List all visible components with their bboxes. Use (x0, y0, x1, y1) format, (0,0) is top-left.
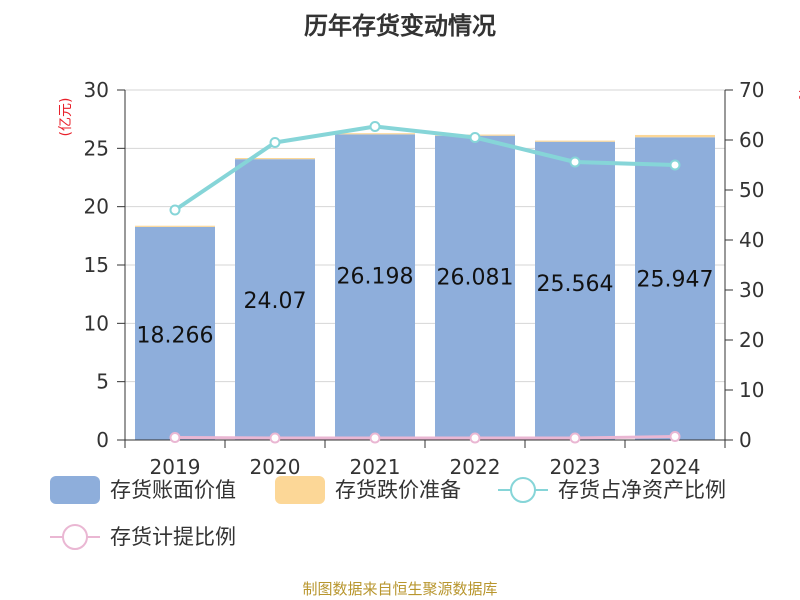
legend-swatch-book-value (50, 476, 100, 504)
bar-provision (235, 158, 315, 160)
left-tick-label: 15 (84, 253, 109, 277)
point-provision-ratio (669, 431, 681, 442)
left-tick-label: 10 (84, 311, 109, 335)
point-provision-ratio (369, 432, 381, 444)
point-net-asset-ratio (269, 137, 281, 148)
legend-label-net-asset-ratio: 存货占净资产比例 (558, 478, 726, 502)
right-tick-label: 50 (739, 178, 764, 202)
point-provision-ratio (569, 432, 581, 444)
bar-value-label: 24.07 (244, 289, 307, 314)
left-tick-label: 5 (96, 370, 109, 394)
bar-value-label: 18.266 (137, 323, 214, 348)
left-tick-label: 0 (96, 428, 109, 452)
bar-provision (135, 225, 215, 227)
right-tick-label: 40 (739, 228, 764, 252)
bar-provision (535, 140, 615, 142)
legend-label-provision: 存货跌价准备 (335, 478, 461, 502)
bar-value-label: 25.564 (537, 272, 614, 297)
chart-title: 历年存货变动情况 (304, 12, 496, 40)
bar-value-label: 26.081 (437, 266, 514, 291)
bar-value-label: 26.198 (337, 264, 414, 289)
point-net-asset-ratio (669, 159, 681, 171)
right-tick-label: 10 (739, 378, 764, 402)
bar-book-value (135, 226, 215, 440)
right-tick-label: 60 (739, 128, 764, 152)
point-net-asset-ratio (369, 121, 381, 132)
legend-marker-provision-ratio (62, 524, 88, 550)
x-tick-label: 2023 (550, 455, 601, 479)
point-net-asset-ratio (169, 204, 181, 216)
left-tick-label: 20 (84, 195, 109, 219)
left-tick-label: 30 (84, 78, 109, 102)
point-provision-ratio (169, 432, 181, 443)
legend-label-book-value: 存货账面价值 (110, 478, 236, 502)
legend-label-provision-ratio: 存货计提比例 (110, 525, 236, 549)
bar-book-value (535, 141, 615, 440)
right-tick-label: 70 (739, 78, 764, 102)
left-axis-unit: (亿元) (58, 98, 74, 137)
bar-value-label: 25.947 (637, 267, 714, 292)
right-tick-label: 30 (739, 278, 764, 302)
x-tick-label: 2019 (150, 455, 201, 479)
x-tick-label: 2022 (450, 455, 501, 479)
right-axis-unit: % (795, 88, 800, 100)
bar-provision (635, 134, 715, 138)
point-net-asset-ratio (569, 156, 581, 168)
x-tick-label: 2021 (350, 455, 401, 479)
bar-book-value (635, 137, 715, 440)
legend-marker-net-asset-ratio (510, 477, 536, 503)
point-provision-ratio (469, 432, 481, 444)
right-tick-label: 0 (739, 428, 752, 452)
right-tick-label: 20 (739, 328, 764, 352)
legend-swatch-provision (275, 476, 325, 504)
bar-book-value (435, 135, 515, 440)
line-provision-ratio (173, 435, 677, 440)
x-tick-label: 2020 (250, 455, 301, 479)
bar-book-value (335, 134, 415, 440)
point-net-asset-ratio (469, 132, 481, 143)
data-source-note: 制图数据来自恒生聚源数据库 (302, 580, 498, 598)
x-tick-label: 2024 (650, 455, 701, 479)
bar-book-value (235, 159, 315, 440)
left-tick-label: 25 (84, 136, 109, 160)
point-provision-ratio (269, 432, 281, 444)
line-net-asset-ratio (173, 124, 677, 212)
bar-provision (335, 133, 415, 135)
